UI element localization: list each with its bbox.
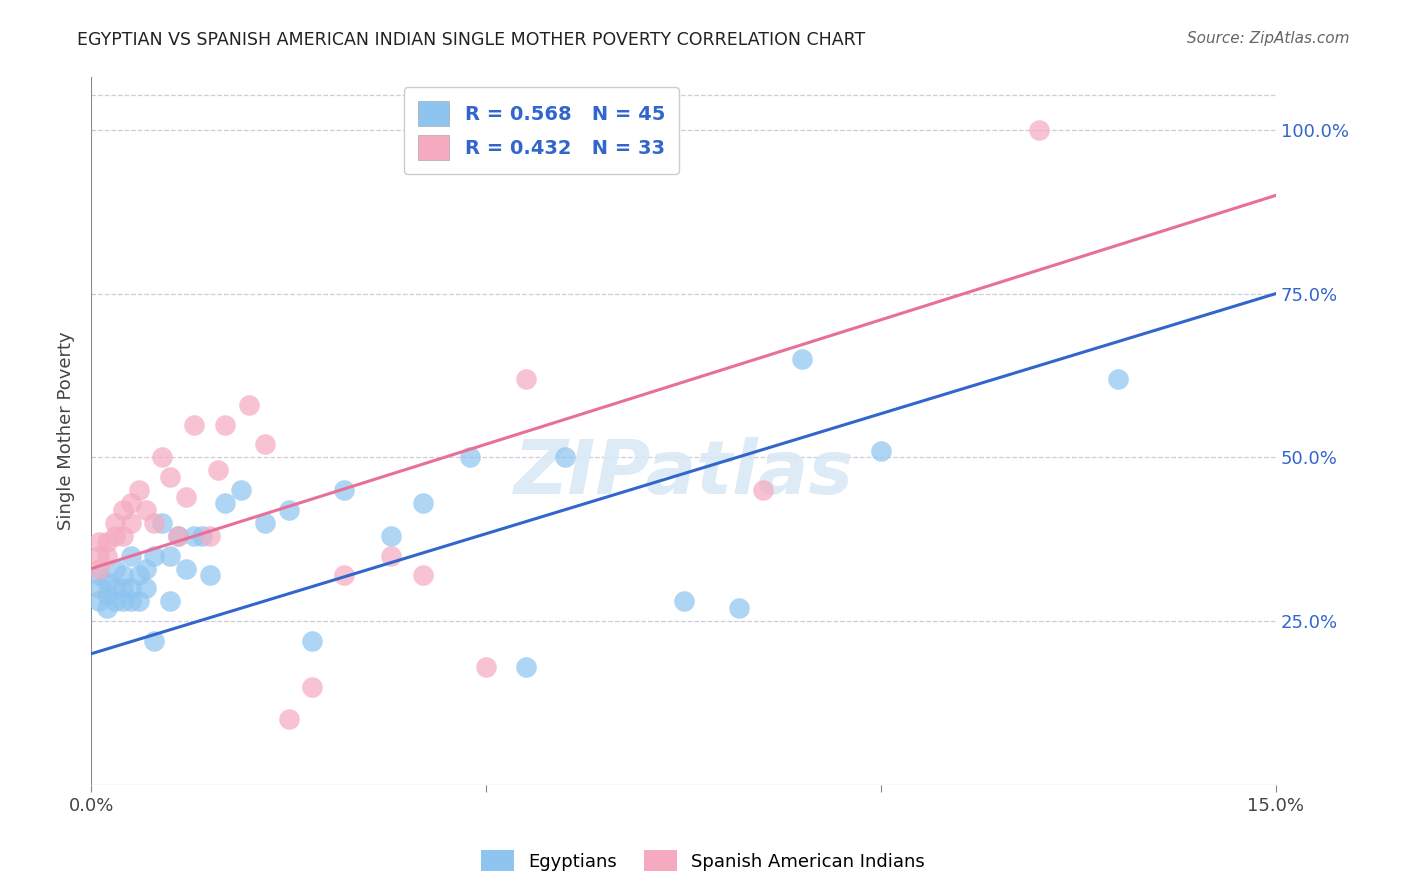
- Point: [87, 549, 110, 563]
- Point: [87, 594, 110, 608]
- Point: [104, 561, 127, 575]
- Point: [96, 549, 118, 563]
- Point: [190, 529, 212, 543]
- Point: [277, 502, 299, 516]
- Text: ZIPatlas: ZIPatlas: [513, 437, 853, 510]
- Point: [174, 561, 197, 575]
- Y-axis label: Single Mother Poverty: Single Mother Poverty: [58, 332, 75, 531]
- Point: [554, 450, 576, 465]
- Point: [87, 561, 110, 575]
- Point: [135, 561, 157, 575]
- Point: [128, 594, 150, 608]
- Point: [301, 633, 323, 648]
- Point: [277, 712, 299, 726]
- Point: [412, 496, 434, 510]
- Point: [183, 417, 205, 432]
- Point: [475, 660, 498, 674]
- Point: [111, 568, 134, 582]
- Point: [128, 483, 150, 497]
- Point: [111, 582, 134, 596]
- Point: [214, 496, 236, 510]
- Point: [174, 490, 197, 504]
- Point: [143, 549, 166, 563]
- Point: [870, 443, 893, 458]
- Point: [198, 529, 221, 543]
- Point: [231, 483, 253, 497]
- Point: [214, 417, 236, 432]
- Point: [120, 594, 142, 608]
- Point: [104, 582, 127, 596]
- Point: [111, 594, 134, 608]
- Point: [207, 463, 229, 477]
- Point: [380, 549, 402, 563]
- Point: [96, 574, 118, 589]
- Point: [727, 601, 749, 615]
- Point: [143, 516, 166, 530]
- Point: [104, 594, 127, 608]
- Legend: Egyptians, Spanish American Indians: Egyptians, Spanish American Indians: [474, 843, 932, 879]
- Point: [87, 535, 110, 549]
- Point: [167, 529, 190, 543]
- Point: [515, 660, 537, 674]
- Point: [96, 535, 118, 549]
- Point: [515, 372, 537, 386]
- Point: [159, 549, 181, 563]
- Point: [120, 549, 142, 563]
- Point: [104, 516, 127, 530]
- Point: [672, 594, 695, 608]
- Point: [253, 516, 276, 530]
- Point: [380, 529, 402, 543]
- Point: [333, 483, 356, 497]
- Point: [253, 437, 276, 451]
- Point: [143, 633, 166, 648]
- Point: [412, 568, 434, 582]
- Point: [87, 582, 110, 596]
- Point: [183, 529, 205, 543]
- Point: [198, 568, 221, 582]
- Point: [159, 594, 181, 608]
- Point: [301, 680, 323, 694]
- Point: [128, 568, 150, 582]
- Point: [96, 601, 118, 615]
- Point: [150, 450, 173, 465]
- Point: [1028, 123, 1050, 137]
- Point: [790, 352, 813, 367]
- Point: [751, 483, 773, 497]
- Point: [135, 582, 157, 596]
- Point: [159, 470, 181, 484]
- Point: [96, 588, 118, 602]
- Text: EGYPTIAN VS SPANISH AMERICAN INDIAN SINGLE MOTHER POVERTY CORRELATION CHART: EGYPTIAN VS SPANISH AMERICAN INDIAN SING…: [77, 31, 866, 49]
- Point: [167, 529, 190, 543]
- Point: [150, 516, 173, 530]
- Point: [333, 568, 356, 582]
- Point: [135, 502, 157, 516]
- Point: [111, 529, 134, 543]
- Point: [87, 568, 110, 582]
- Point: [104, 529, 127, 543]
- Point: [111, 502, 134, 516]
- Text: Source: ZipAtlas.com: Source: ZipAtlas.com: [1187, 31, 1350, 46]
- Point: [120, 516, 142, 530]
- Point: [120, 582, 142, 596]
- Point: [120, 496, 142, 510]
- Point: [458, 450, 481, 465]
- Point: [238, 398, 260, 412]
- Legend: R = 0.568   N = 45, R = 0.432   N = 33: R = 0.568 N = 45, R = 0.432 N = 33: [405, 87, 679, 174]
- Point: [1107, 372, 1129, 386]
